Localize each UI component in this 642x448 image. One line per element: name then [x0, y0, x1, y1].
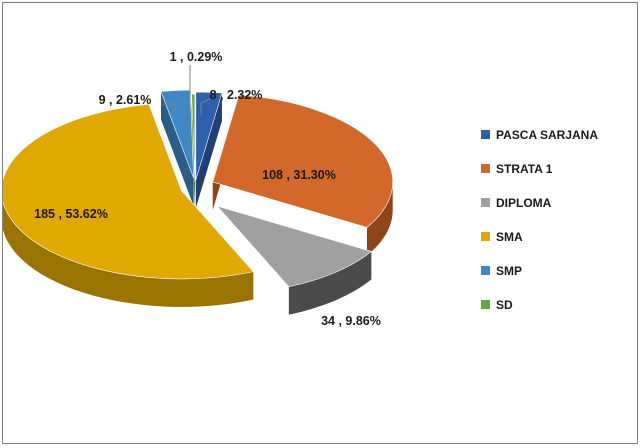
data-label-smp: 9 , 2.61% [99, 93, 152, 107]
legend-label-smp: SMP [496, 264, 522, 278]
legend-swatch-sd [481, 300, 490, 309]
legend-swatch-diploma [481, 198, 490, 207]
legend-swatch-strata-1 [481, 164, 490, 173]
slice-sd [191, 93, 196, 183]
chart-frame: 8 , 2.32% 108 , 31.30% 34 , 9.86% 185 , 53.… [2, 2, 638, 444]
data-label-diploma: 34 , 9.86% [321, 314, 381, 328]
legend-label-sma: SMA [496, 230, 523, 244]
data-label-strata-1: 108 , 31.30% [262, 168, 336, 182]
data-label-pasca-sarjana: 8 , 2.32% [210, 88, 263, 102]
data-labels: 8 , 2.32% 108 , 31.30% 34 , 9.86% 185 , 53.… [34, 50, 381, 328]
leader-line-0 [200, 98, 211, 116]
slice-sma [3, 104, 254, 280]
leader-lines [163, 65, 211, 116]
legend-label-pasca-sarjana: PASCA SARJANA [496, 128, 598, 142]
legend-label-sd: SD [496, 298, 513, 312]
slice-pasca-sarjana [195, 91, 223, 181]
slice-side-strata-1 [366, 182, 393, 256]
slice-side-diploma [288, 251, 372, 315]
data-label-sd: 1 , 0.29% [170, 50, 223, 64]
slice-cut-4 [160, 91, 194, 207]
leader-line-4 [163, 103, 176, 116]
legend-swatch-smp [481, 266, 490, 275]
slice-strata-1 [212, 94, 394, 228]
data-label-sma: 185 , 53.62% [34, 207, 108, 221]
slice-side-sma [3, 201, 254, 307]
legend: PASCA SARJANA STRATA 1 DIPLOMA SMA SMP SD [481, 128, 598, 312]
legend-swatch-pasca-sarjana [481, 130, 490, 139]
pie-chart: 8 , 2.32% 108 , 31.30% 34 , 9.86% 185 , 53.… [3, 50, 598, 328]
legend-swatch-sma [481, 232, 490, 241]
legend-label-diploma: DIPLOMA [496, 196, 552, 210]
pie-slices [3, 89, 394, 288]
slice-cut-0 [195, 92, 222, 209]
slice-diploma [216, 205, 372, 288]
legend-label-strata-1: STRATA 1 [496, 162, 553, 176]
